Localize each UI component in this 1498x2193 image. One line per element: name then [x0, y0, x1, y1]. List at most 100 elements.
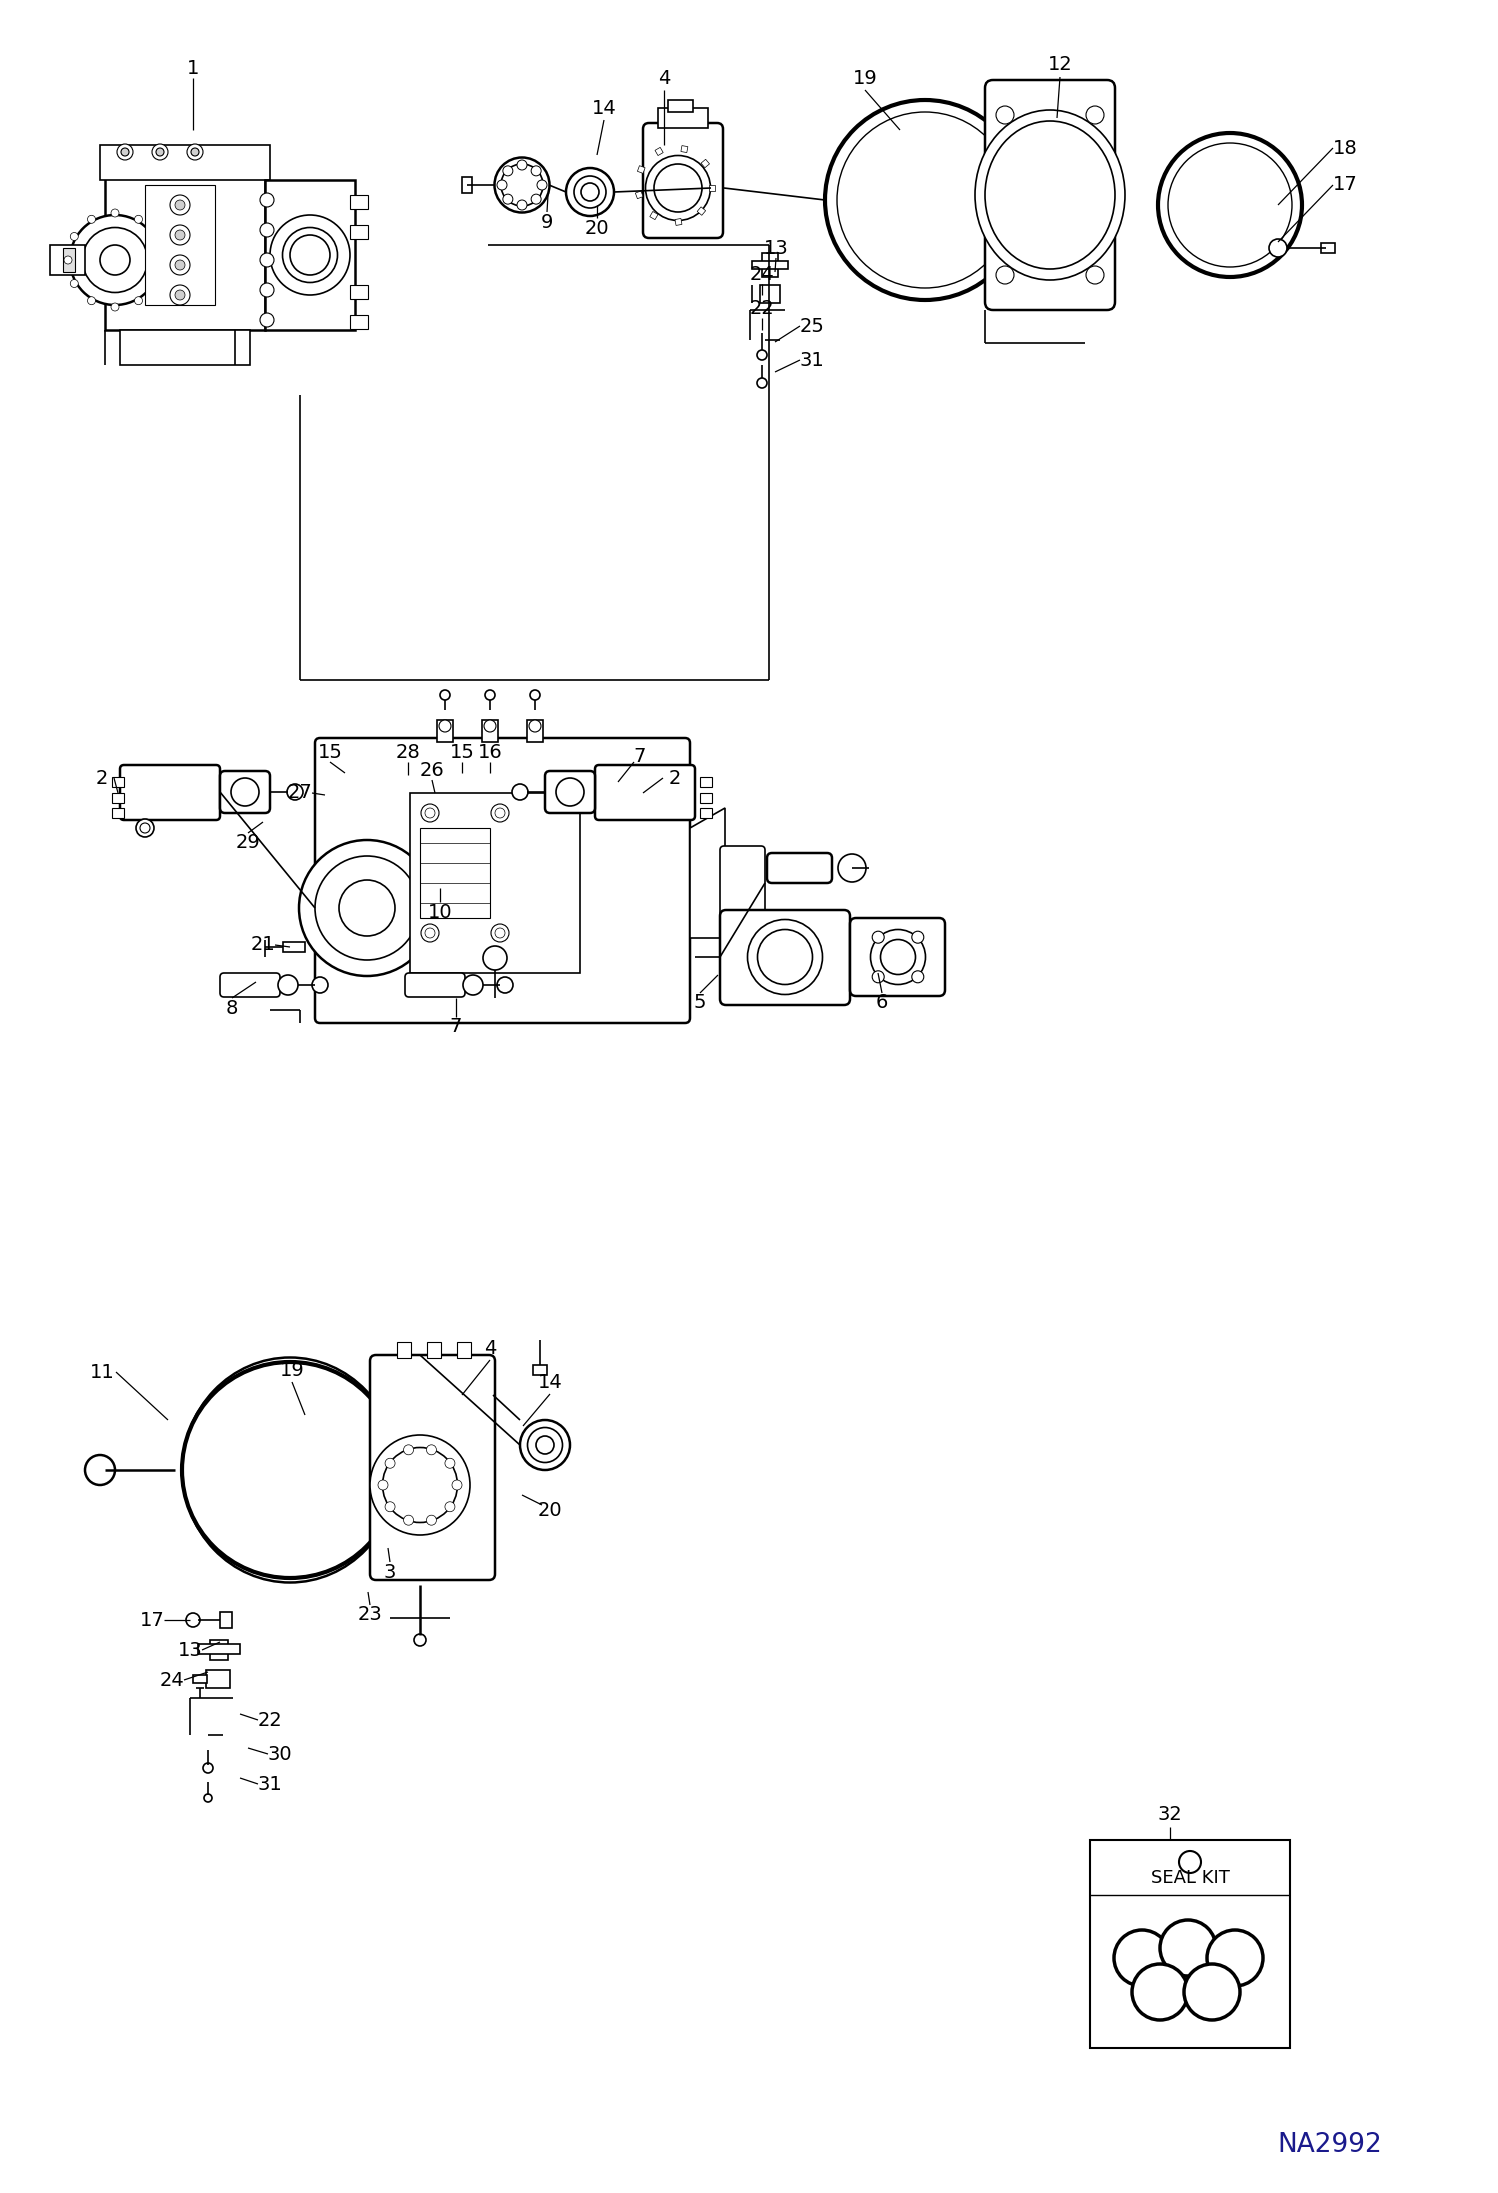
- FancyBboxPatch shape: [643, 123, 724, 239]
- Ellipse shape: [370, 1434, 470, 1535]
- Text: 22: 22: [749, 298, 774, 318]
- Ellipse shape: [494, 158, 550, 213]
- FancyBboxPatch shape: [404, 974, 464, 998]
- Circle shape: [484, 719, 496, 732]
- Bar: [207, 1671, 231, 1689]
- Circle shape: [151, 145, 168, 160]
- Circle shape: [532, 195, 541, 204]
- Circle shape: [1207, 1930, 1263, 1987]
- Bar: [1321, 243, 1335, 252]
- Circle shape: [1269, 239, 1287, 257]
- Bar: [283, 943, 306, 952]
- Circle shape: [385, 1458, 395, 1469]
- Ellipse shape: [646, 156, 710, 221]
- Text: 27: 27: [288, 783, 313, 803]
- Circle shape: [87, 296, 96, 305]
- Ellipse shape: [228, 1406, 352, 1535]
- Bar: [210, 1640, 228, 1660]
- Circle shape: [291, 235, 330, 274]
- Text: 24: 24: [160, 1671, 184, 1689]
- Bar: [112, 807, 124, 818]
- Bar: [700, 807, 712, 818]
- Circle shape: [482, 945, 506, 969]
- Circle shape: [111, 208, 118, 217]
- Bar: [762, 252, 777, 276]
- Ellipse shape: [70, 215, 160, 305]
- Circle shape: [452, 1480, 461, 1489]
- Circle shape: [156, 147, 163, 156]
- Circle shape: [912, 971, 924, 982]
- Circle shape: [1086, 105, 1104, 125]
- Bar: [397, 1342, 410, 1357]
- Text: 10: 10: [428, 904, 452, 921]
- Bar: [697, 206, 706, 215]
- Circle shape: [261, 193, 274, 206]
- Text: 3: 3: [383, 1561, 395, 1581]
- Text: 5: 5: [694, 993, 706, 1013]
- Text: 23: 23: [358, 1605, 382, 1625]
- Text: 12: 12: [1047, 55, 1073, 75]
- Ellipse shape: [500, 164, 542, 206]
- Circle shape: [403, 1515, 413, 1524]
- Ellipse shape: [382, 1447, 457, 1522]
- Text: 32: 32: [1158, 1805, 1182, 1825]
- Ellipse shape: [100, 246, 130, 274]
- Circle shape: [192, 147, 199, 156]
- Text: 2: 2: [96, 768, 108, 787]
- Circle shape: [503, 167, 512, 175]
- Circle shape: [421, 805, 439, 822]
- Circle shape: [282, 1526, 298, 1544]
- Text: 13: 13: [178, 1640, 202, 1660]
- Ellipse shape: [566, 169, 614, 215]
- Bar: [351, 226, 369, 239]
- Text: NA2992: NA2992: [1278, 2132, 1383, 2158]
- Circle shape: [175, 230, 184, 239]
- Text: 14: 14: [592, 99, 616, 118]
- Bar: [1091, 1840, 1290, 2048]
- Circle shape: [345, 1463, 360, 1478]
- FancyBboxPatch shape: [721, 910, 849, 1004]
- Circle shape: [238, 1509, 255, 1524]
- Circle shape: [491, 805, 509, 822]
- Ellipse shape: [986, 121, 1115, 270]
- Text: 30: 30: [268, 1743, 292, 1763]
- Circle shape: [70, 279, 78, 287]
- Circle shape: [261, 224, 274, 237]
- Text: 17: 17: [139, 1610, 165, 1629]
- Circle shape: [315, 855, 419, 961]
- Bar: [265, 180, 355, 329]
- Circle shape: [494, 807, 505, 818]
- Text: 19: 19: [280, 1360, 304, 1379]
- Circle shape: [111, 303, 118, 311]
- Bar: [145, 184, 216, 305]
- Bar: [351, 316, 369, 329]
- Circle shape: [556, 779, 584, 807]
- Ellipse shape: [581, 182, 599, 202]
- Bar: [482, 719, 497, 741]
- Circle shape: [282, 1397, 298, 1412]
- Circle shape: [231, 779, 259, 807]
- Text: 4: 4: [484, 1338, 496, 1357]
- Circle shape: [1168, 143, 1291, 268]
- Circle shape: [136, 818, 154, 838]
- Bar: [635, 191, 643, 200]
- Circle shape: [445, 1502, 455, 1511]
- Text: 18: 18: [1333, 138, 1357, 158]
- Bar: [351, 285, 369, 298]
- Text: 2: 2: [668, 768, 682, 787]
- Bar: [700, 776, 712, 787]
- Text: 31: 31: [800, 351, 824, 368]
- Circle shape: [339, 879, 395, 936]
- Circle shape: [187, 145, 204, 160]
- Circle shape: [117, 145, 133, 160]
- Circle shape: [135, 215, 142, 224]
- Ellipse shape: [270, 215, 351, 296]
- Bar: [638, 167, 646, 173]
- Circle shape: [169, 226, 190, 246]
- Ellipse shape: [870, 930, 926, 985]
- Text: 17: 17: [1333, 175, 1357, 195]
- Text: 26: 26: [419, 761, 445, 779]
- Circle shape: [425, 807, 434, 818]
- Text: 22: 22: [258, 1711, 283, 1730]
- Text: 7: 7: [449, 1018, 463, 1037]
